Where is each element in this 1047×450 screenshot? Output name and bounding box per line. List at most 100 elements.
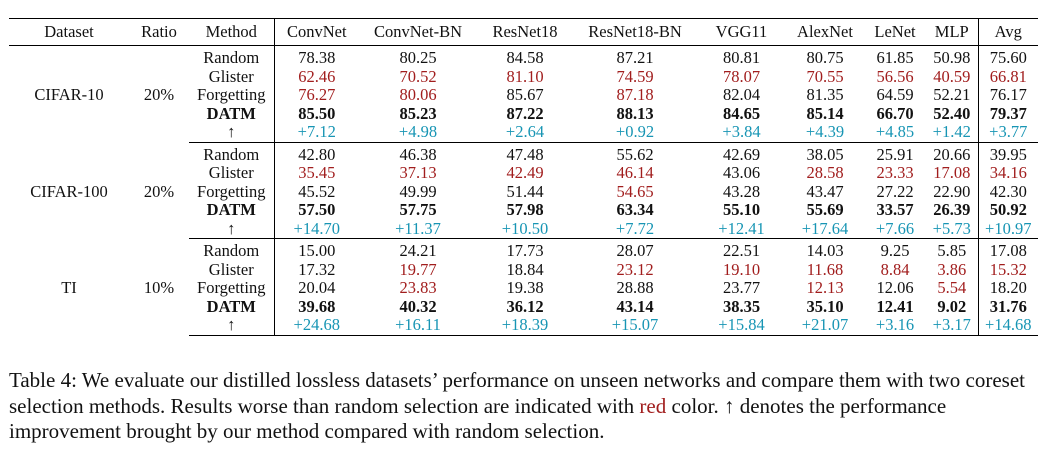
value-cell: 47.48 — [506, 144, 544, 164]
value-cell: 40.59 — [933, 66, 971, 86]
ratio-cell: 20% — [143, 85, 175, 105]
value-cell: +7.12 — [274, 122, 359, 143]
value-cell: 31.76 — [977, 297, 1038, 316]
value-cell: +4.85 — [864, 122, 926, 143]
value-cell: 5.54 — [937, 278, 967, 297]
value-cell: +10.97 — [977, 219, 1038, 239]
method-cell: Forgetting — [189, 182, 275, 201]
value-cell: 20.66 — [933, 144, 971, 164]
value-cell: +1.42 — [926, 122, 978, 143]
value-cell: 17.08 — [933, 163, 971, 182]
value-cell: 70.55 — [806, 66, 844, 86]
value-cell: 52.40 — [933, 103, 971, 123]
column-header: Ratio — [129, 18, 189, 46]
value-cell: 12.06 — [876, 278, 914, 297]
value-cell: 38.05 — [806, 144, 844, 164]
column-header: ResNet18 — [477, 18, 573, 46]
value-cell: 42.80 — [298, 144, 336, 164]
method-cell: Random — [189, 45, 275, 68]
value-cell: +3.77 — [977, 122, 1038, 143]
value-cell: 23.77 — [722, 278, 761, 297]
column-header: AlexNet — [786, 18, 864, 46]
table-row: DATM 85.50 85.23 87.22 88.13 84.65 85.14 66.70 5… — [9, 103, 1038, 123]
value-cell: 82.04 — [722, 85, 761, 104]
value-cell: 46.14 — [616, 163, 654, 182]
value-cell: 85.23 — [399, 103, 437, 123]
value-cell: 76.27 — [298, 85, 336, 104]
value-cell: 43.47 — [806, 181, 844, 201]
value-cell: +3.17 — [926, 315, 978, 336]
value-cell: 49.99 — [399, 181, 437, 201]
value-cell: 87.22 — [506, 103, 544, 123]
value-cell: +3.16 — [864, 315, 926, 336]
value-cell: 17.32 — [298, 259, 336, 279]
value-cell: 43.06 — [722, 163, 761, 182]
value-cell: 87.21 — [616, 48, 654, 67]
table-caption: Table 4: We evaluate our distilled lossl… — [9, 368, 1041, 445]
table-header-row: Dataset Ratio Method ConvNet ConvNet-BN ResNe… — [9, 18, 1038, 46]
value-cell: 75.60 — [977, 45, 1038, 68]
method-cell: Glister — [189, 260, 275, 279]
caption-text-start: Table 4: We evaluate our distilled lossl… — [9, 368, 1025, 418]
value-cell: 18.20 — [977, 278, 1038, 298]
value-cell: 14.03 — [806, 241, 844, 260]
column-header: ConvNet — [274, 18, 359, 46]
method-cell: DATM — [189, 297, 275, 316]
value-cell: 22.51 — [722, 241, 761, 260]
table-row: ↑ +7.12 +4.98 +2.64 +0.92 +3.84 +4.39 +4.85 +1.4… — [9, 122, 1038, 143]
value-cell: 66.81 — [977, 67, 1038, 86]
value-cell: 15.32 — [977, 260, 1038, 279]
value-cell: 84.65 — [722, 103, 761, 123]
table-body: CIFAR-10 20% Random 78.38 80.25 84.58 87.21 80.… — [9, 45, 1038, 336]
value-cell: +18.39 — [477, 315, 573, 336]
value-cell: 45.52 — [298, 181, 336, 201]
table-row: CIFAR-10 20% Random 78.38 80.25 84.58 87.21 80.… — [9, 45, 1038, 104]
value-cell: 62.46 — [298, 66, 336, 86]
value-cell: +0.92 — [573, 122, 697, 143]
caption-text-end: color. ↑ denotes the performance improve… — [9, 393, 947, 444]
ratio-cell: 20% — [143, 181, 175, 201]
value-cell: 33.57 — [876, 200, 914, 219]
value-cell: 19.77 — [399, 259, 437, 279]
value-cell: 57.50 — [298, 200, 336, 219]
column-header: Dataset — [9, 18, 129, 46]
value-cell: +21.07 — [786, 315, 864, 336]
value-cell: 9.25 — [880, 241, 910, 260]
value-cell: 42.69 — [722, 144, 761, 164]
value-cell: 80.06 — [399, 85, 437, 104]
value-cell: 39.95 — [977, 142, 1038, 164]
column-header: LeNet — [864, 18, 926, 46]
value-cell: +12.41 — [697, 219, 786, 239]
table-row: Forgetting 76.27 80.06 85.67 87.18 82.04 81.35… — [9, 85, 1038, 105]
value-cell: 5.85 — [937, 241, 967, 260]
method-cell: Random — [189, 238, 275, 261]
value-cell: 17.08 — [977, 238, 1038, 261]
value-cell: 80.81 — [722, 48, 761, 67]
value-cell: 76.17 — [977, 85, 1038, 105]
value-cell: 54.65 — [616, 181, 654, 201]
value-cell: 80.25 — [399, 48, 437, 67]
value-cell: 87.18 — [616, 85, 654, 104]
caption-red-word: red — [639, 393, 667, 418]
value-cell: 11.68 — [806, 259, 844, 279]
method-cell: Random — [189, 142, 275, 164]
value-cell: 12.13 — [806, 278, 844, 297]
value-cell: +16.11 — [359, 315, 477, 336]
value-cell: 56.56 — [876, 66, 914, 86]
table-row: Glister 17.32 19.77 18.84 23.12 19.10 11.68 8.8… — [9, 259, 1038, 279]
table-row: DATM 39.68 40.32 36.12 43.14 38.35 35.10 12.41 9… — [9, 296, 1038, 316]
method-cell: ↑ — [189, 122, 275, 143]
table-row: ↑ +14.70 +11.37 +10.50 +7.72 +12.41 +17.64 +7.6… — [9, 219, 1038, 239]
value-cell: 23.12 — [616, 259, 654, 279]
dataset-cell: TI — [61, 278, 77, 297]
value-cell: 36.12 — [506, 296, 544, 316]
value-cell: 42.30 — [977, 182, 1038, 201]
value-cell: 40.32 — [399, 296, 437, 316]
value-cell: 50.92 — [977, 200, 1038, 220]
value-cell: 12.41 — [876, 296, 914, 316]
column-header: VGG11 — [697, 18, 786, 46]
column-header: ResNet18-BN — [573, 18, 697, 46]
value-cell: 57.98 — [506, 200, 544, 219]
table-row: CIFAR-100 20% Random 42.80 46.38 47.48 55.62 42… — [9, 142, 1038, 200]
